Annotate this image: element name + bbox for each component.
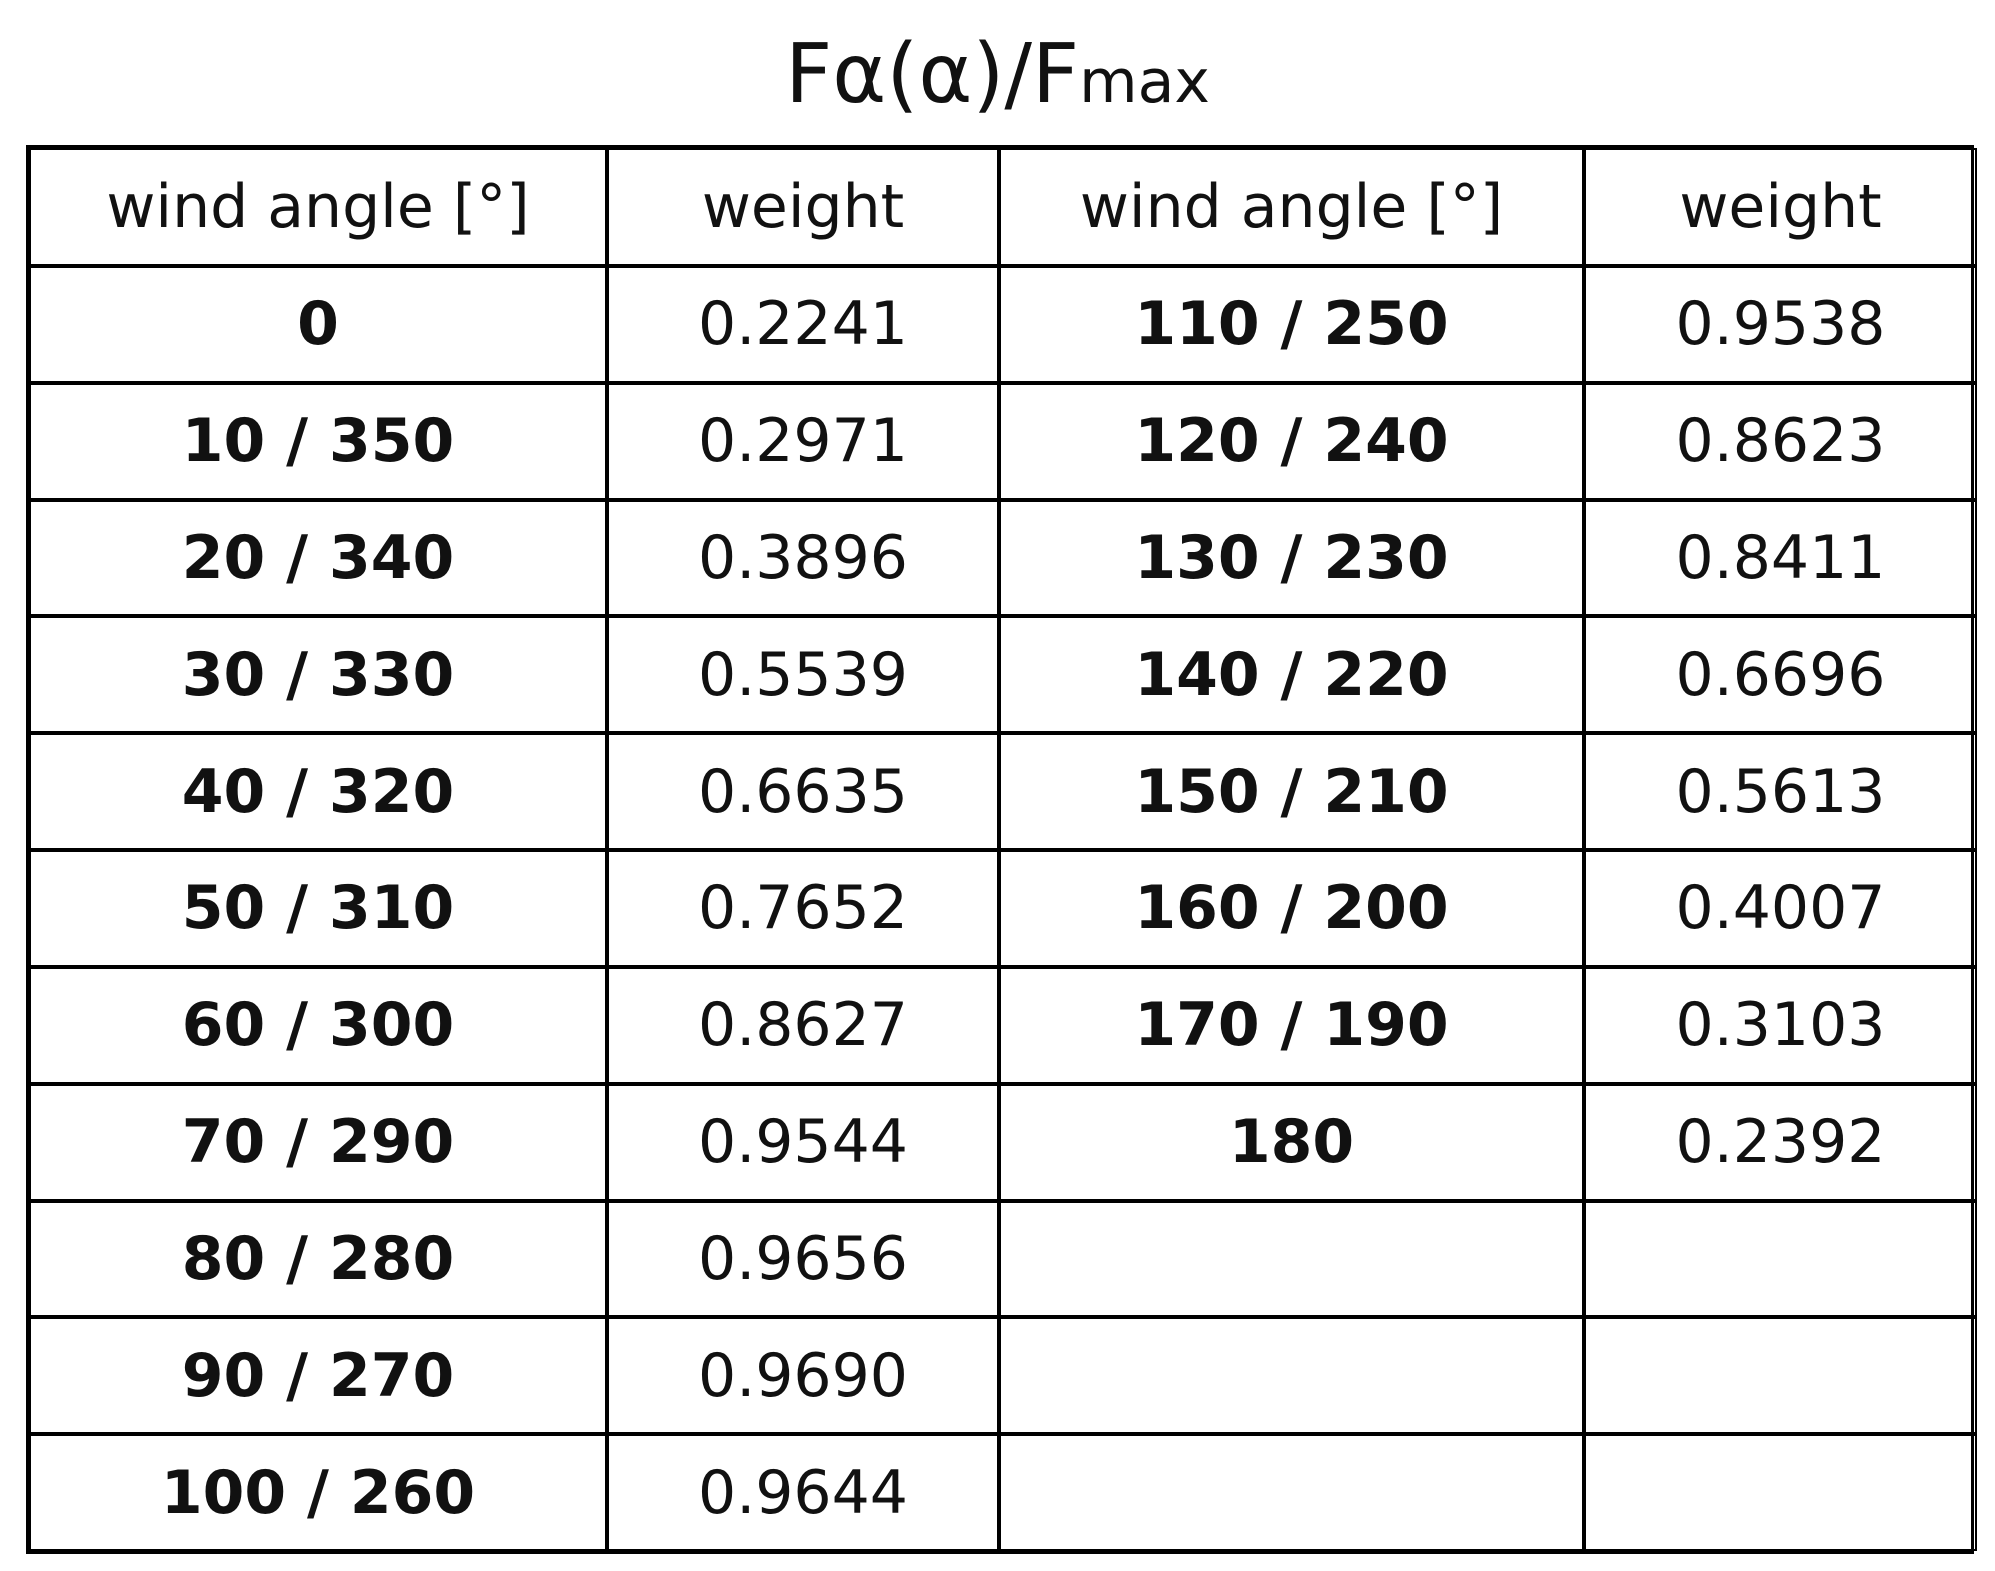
header-cell: weight [1584,148,1977,266]
angle-cell: 130 / 230 [999,499,1584,617]
angle-cell: 60 / 300 [29,966,607,1084]
weight-cell: 0.3896 [607,499,999,617]
angle-cell: 90 / 270 [29,1317,607,1435]
angle-cell: 50 / 310 [29,850,607,967]
angle-cell: 30 / 330 [29,616,607,734]
angle-cell: 70 / 290 [29,1083,607,1201]
angle-cell: 110 / 250 [999,266,1584,383]
empty-cell [1584,1200,1977,1318]
angle-cell: 40 / 320 [29,733,607,851]
angle-cell: 20 / 340 [29,499,607,617]
empty-cell [999,1200,1584,1318]
header-cell: wind angle [°] [999,148,1584,266]
weight-cell: 0.9538 [1584,266,1977,383]
angle-cell: 150 / 210 [999,733,1584,851]
angle-cell: 10 / 350 [29,382,607,500]
empty-cell [999,1317,1584,1435]
title-subscript: max [1079,47,1210,117]
weight-cell: 0.2392 [1584,1083,1977,1201]
angle-cell: 160 / 200 [999,850,1584,967]
weight-cell: 0.9690 [607,1317,999,1435]
weight-cell: 0.2241 [607,266,999,383]
weight-cell: 0.9644 [607,1434,999,1551]
angle-cell: 170 / 190 [999,966,1584,1084]
empty-cell [1584,1434,1977,1551]
weight-cell: 0.5613 [1584,733,1977,851]
weight-table: wind angle [°] weight wind angle [°] weight… [26,145,1977,1554]
weight-cell: 0.6696 [1584,616,1977,734]
weight-cell: 0.9656 [607,1200,999,1318]
angle-cell: 180 [999,1083,1584,1201]
weight-cell: 0.8411 [1584,499,1977,617]
angle-cell: 80 / 280 [29,1200,607,1318]
weight-cell: 0.5539 [607,616,999,734]
weight-cell: 0.2971 [607,382,999,500]
empty-cell [1584,1317,1977,1435]
weight-cell: 0.8623 [1584,382,1977,500]
empty-cell [999,1434,1584,1551]
title-main: Fα(α)/F [785,27,1080,122]
header-cell: weight [607,148,999,266]
angle-cell: 0 [29,266,607,383]
header-cell: wind angle [°] [29,148,607,266]
weight-cell: 0.3103 [1584,966,1977,1084]
angle-cell: 100 / 260 [29,1434,607,1551]
weight-cell: 0.4007 [1584,850,1977,967]
angle-cell: 120 / 240 [999,382,1584,500]
weight-cell: 0.7652 [607,850,999,967]
angle-cell: 140 / 220 [999,616,1584,734]
weight-cell: 0.6635 [607,733,999,851]
weight-cell: 0.9544 [607,1083,999,1201]
title: Fα(α)/Fmax [0,20,1995,137]
weight-cell: 0.8627 [607,966,999,1084]
